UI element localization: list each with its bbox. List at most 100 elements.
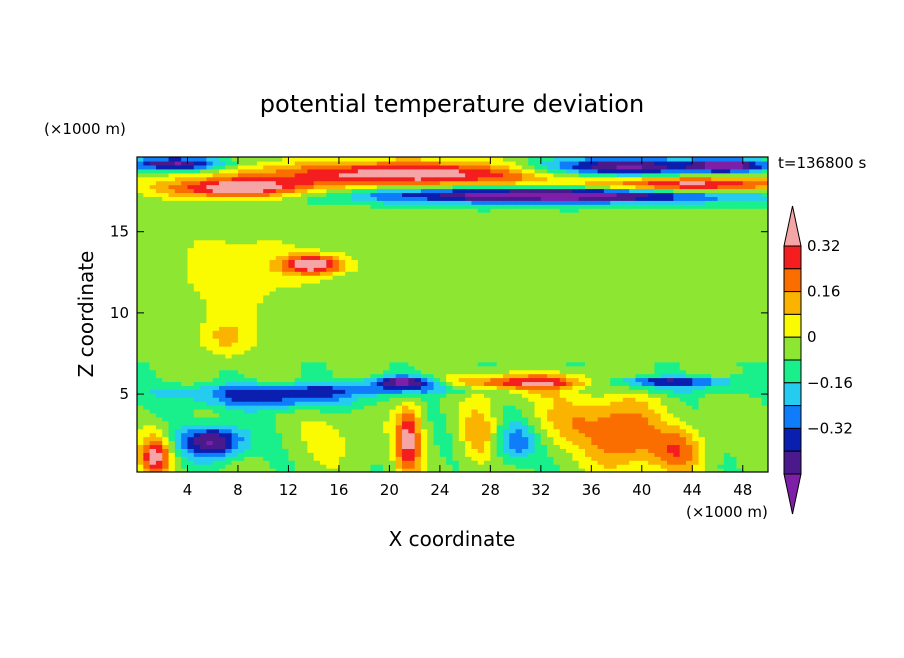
heatmap-cell — [667, 397, 674, 402]
heatmap-cell — [540, 326, 548, 331]
heatmap-cell — [288, 412, 296, 418]
heatmap-cell — [357, 464, 365, 469]
heatmap-cell — [496, 448, 504, 453]
heatmap-cell — [357, 432, 365, 438]
heatmap-cell — [755, 365, 763, 371]
heatmap-cell — [749, 405, 756, 410]
heatmap-cell — [704, 420, 712, 426]
heatmap-cell — [547, 286, 555, 292]
heatmap-cell — [723, 302, 731, 308]
heatmap-cell — [704, 322, 712, 327]
heatmap-cell — [294, 361, 302, 367]
heatmap-cell — [559, 342, 567, 347]
heatmap-cell — [761, 412, 768, 418]
heatmap-cell — [660, 279, 668, 284]
heatmap-cell — [465, 393, 473, 398]
heatmap-cell — [351, 393, 359, 398]
heatmap-cell — [629, 353, 637, 359]
heatmap-cell — [181, 432, 189, 438]
heatmap-cell — [301, 361, 308, 367]
heatmap-cell — [730, 279, 738, 284]
heatmap-cell — [364, 401, 372, 406]
heatmap-cell — [465, 314, 473, 320]
heatmap-cell — [679, 448, 687, 453]
heatmap-cell — [351, 397, 359, 402]
heatmap-cell — [603, 346, 611, 351]
heatmap-cell — [446, 365, 454, 371]
heatmap-cell — [263, 361, 271, 367]
heatmap-cell — [181, 397, 189, 402]
heatmap-cell — [288, 334, 296, 339]
heatmap-cell — [521, 448, 529, 453]
heatmap-cell — [250, 440, 258, 446]
heatmap-cell — [635, 322, 643, 327]
heatmap-cell — [357, 393, 365, 398]
heatmap-cell — [420, 377, 428, 383]
heatmap-cell — [553, 279, 561, 284]
heatmap-cell — [149, 436, 157, 442]
heatmap-cell — [484, 283, 491, 288]
heatmap-cell — [345, 326, 353, 331]
heatmap-cell — [174, 275, 182, 280]
heatmap-cell — [629, 424, 637, 430]
heatmap-cell — [698, 334, 706, 339]
heatmap-cell — [301, 428, 308, 434]
heatmap-cell — [528, 275, 536, 280]
heatmap-cell — [370, 464, 378, 469]
heatmap-cell — [231, 444, 239, 449]
heatmap-cell — [490, 357, 498, 363]
heatmap-cell — [698, 326, 706, 331]
heatmap-cell — [187, 342, 195, 347]
heatmap-cell — [502, 456, 510, 461]
heatmap-cell — [345, 294, 353, 300]
heatmap-cell — [610, 365, 618, 371]
heatmap-cell — [736, 377, 744, 383]
heatmap-cell — [420, 452, 428, 457]
heatmap-cell — [168, 286, 176, 292]
heatmap-cell — [439, 279, 447, 284]
heatmap-cell — [168, 444, 176, 449]
heatmap-cell — [244, 432, 252, 438]
heatmap-cell — [742, 279, 750, 284]
heatmap-cell — [282, 334, 290, 339]
heatmap-cell — [446, 428, 454, 434]
heatmap-cell — [698, 401, 706, 406]
heatmap-cell — [427, 373, 435, 379]
heatmap-cell — [490, 349, 498, 355]
heatmap-cell — [749, 377, 756, 383]
heatmap-cell — [742, 330, 750, 335]
heatmap-cell — [502, 361, 510, 367]
heatmap-cell — [597, 409, 605, 414]
heatmap-cell — [364, 338, 372, 343]
heatmap-cell — [414, 279, 422, 284]
heatmap-cell — [559, 377, 567, 383]
heatmap-cell — [439, 357, 447, 363]
heatmap-cell — [534, 298, 542, 304]
heatmap-cell — [244, 460, 252, 465]
heatmap-cell — [288, 322, 296, 327]
heatmap-cell — [515, 290, 523, 296]
heatmap-cell — [332, 389, 340, 394]
heatmap-cell — [509, 365, 517, 371]
heatmap-cell — [547, 338, 555, 343]
heatmap-cell — [484, 448, 491, 453]
heatmap-cell — [660, 361, 668, 367]
heatmap-cell — [629, 389, 637, 394]
heatmap-cell — [200, 373, 208, 379]
heatmap-cell — [730, 357, 738, 363]
heatmap-cell — [540, 283, 548, 288]
heatmap-cell — [679, 456, 687, 461]
heatmap-cell — [269, 342, 277, 347]
heatmap-cell — [332, 409, 340, 414]
heatmap-cell — [364, 393, 372, 398]
heatmap-cell — [528, 279, 536, 284]
heatmap-cell — [610, 381, 618, 386]
heatmap-cell — [730, 377, 738, 383]
heatmap-cell — [326, 334, 334, 339]
heatmap-cell — [275, 464, 283, 469]
heatmap-cell — [389, 432, 397, 438]
heatmap-cell — [187, 448, 195, 453]
heatmap-cell — [338, 464, 346, 469]
heatmap-cell — [547, 448, 555, 453]
heatmap-cell — [528, 342, 536, 347]
